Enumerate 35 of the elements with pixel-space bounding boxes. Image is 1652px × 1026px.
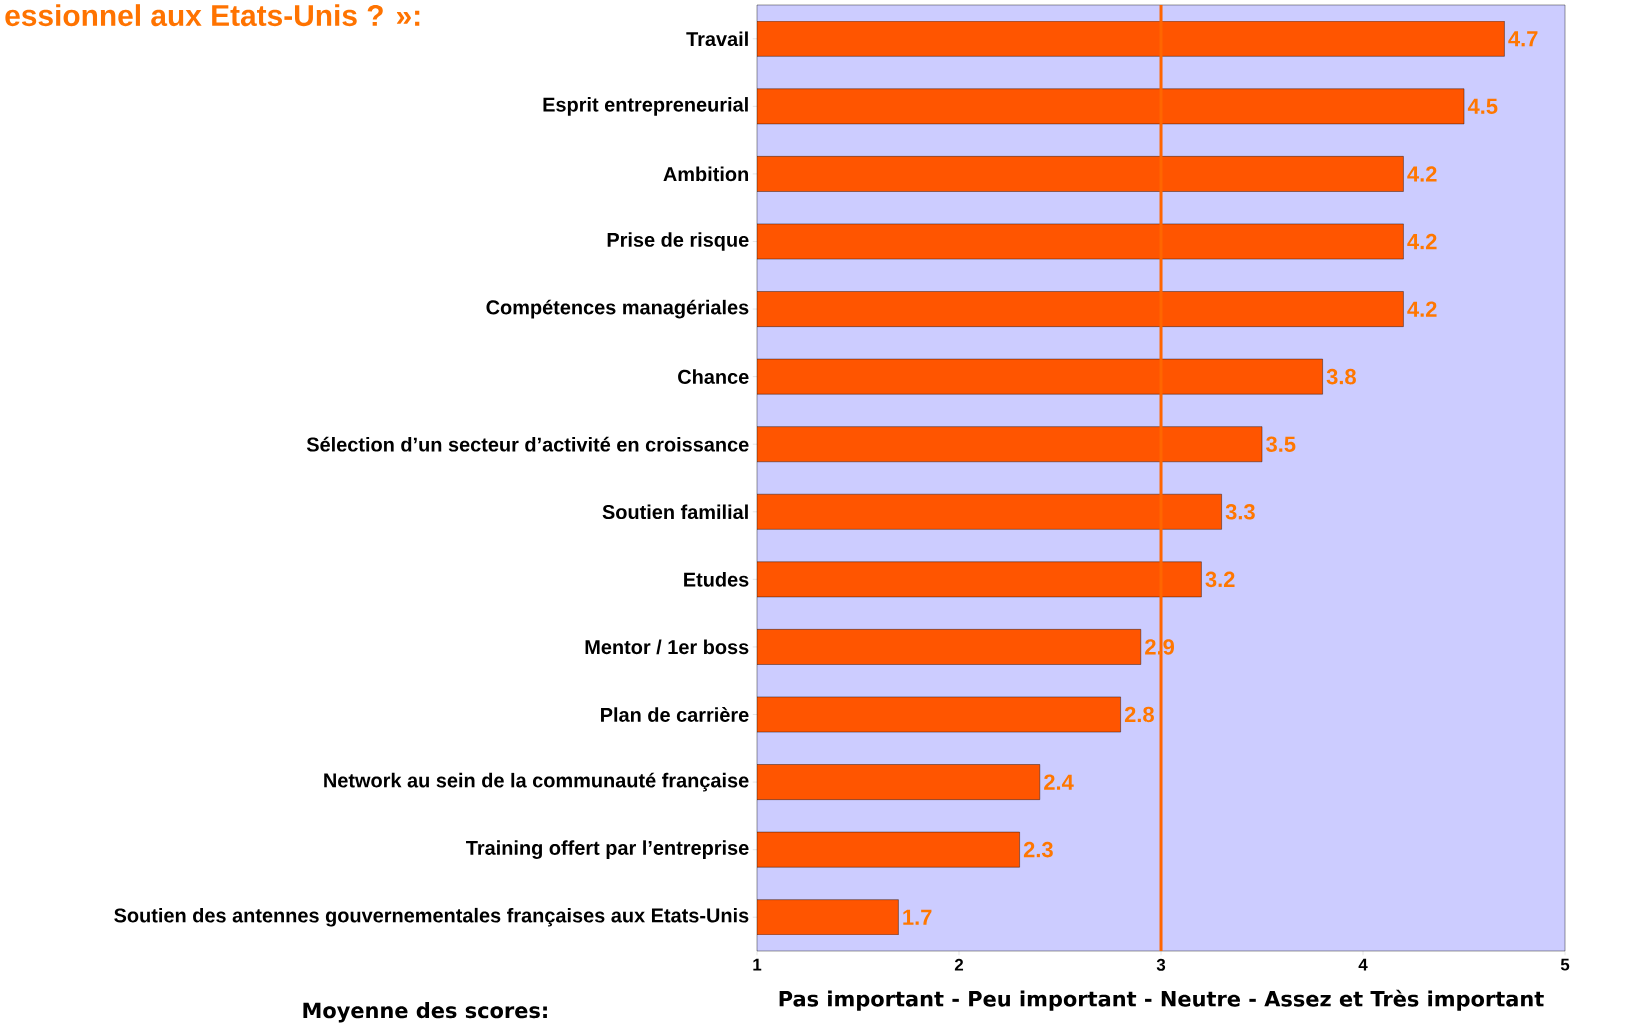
y-tick-label: Soutien des antennes gouvernementales françaises aux Etats-Unis: [114, 907, 749, 927]
data-label: 4.2: [1407, 166, 1437, 182]
data-label: 2.8: [1124, 706, 1154, 723]
data-label: 3.3: [1225, 504, 1255, 520]
text: Moyenne des scores:: [303, 1002, 547, 1023]
y-tick-label: Etudes: [684, 572, 749, 587]
y-tick-label: Network au sein de la communauté française: [324, 772, 749, 792]
y-tick-label: Mentor / 1er boss: [585, 639, 749, 655]
data-label: 3.5: [1266, 436, 1296, 453]
y-tick-label: Soutien familial: [602, 504, 748, 520]
x-axis-title: Pas important - Peu important - Neutre - Assez et Très important: [779, 989, 1544, 1011]
x-tick-label: 1: [753, 958, 762, 971]
data-label: 1.7: [903, 909, 932, 925]
x-tick-label: 2: [954, 958, 964, 971]
y-tick-label: Compétences managériales: [486, 299, 749, 319]
x-tick-label: 5: [1560, 958, 1570, 971]
text: essionnel aux Etats-Unis ? »:: [5, 4, 420, 27]
y-tick-label: Plan de carrière: [601, 707, 749, 722]
y-tick-label: Sélection d’un secteur d’activité en croissance: [306, 436, 749, 452]
y-tick-label: Chance: [678, 369, 749, 385]
x-tick-label: 4: [1358, 958, 1368, 971]
y-tick-label: Training offert par l’entreprise: [466, 840, 749, 860]
y-tick-label: Travail: [686, 31, 748, 47]
data-label: 2.3: [1023, 841, 1053, 858]
y-tick-label: Ambition: [663, 166, 749, 182]
x-tick-label: 3: [1156, 958, 1166, 971]
data-label: 4.2: [1407, 233, 1437, 250]
data-label: 4.7: [1508, 31, 1538, 47]
data-label: 3.8: [1326, 368, 1356, 385]
y-tick-label: Prise de risque: [607, 232, 749, 251]
data-label: 4.5: [1467, 98, 1498, 115]
data-label: 3.2: [1205, 571, 1235, 588]
data-label: 2.4: [1044, 774, 1074, 790]
data-label: 4.2: [1407, 301, 1437, 317]
y-tick-label: Esprit entrepreneurial: [543, 97, 748, 116]
